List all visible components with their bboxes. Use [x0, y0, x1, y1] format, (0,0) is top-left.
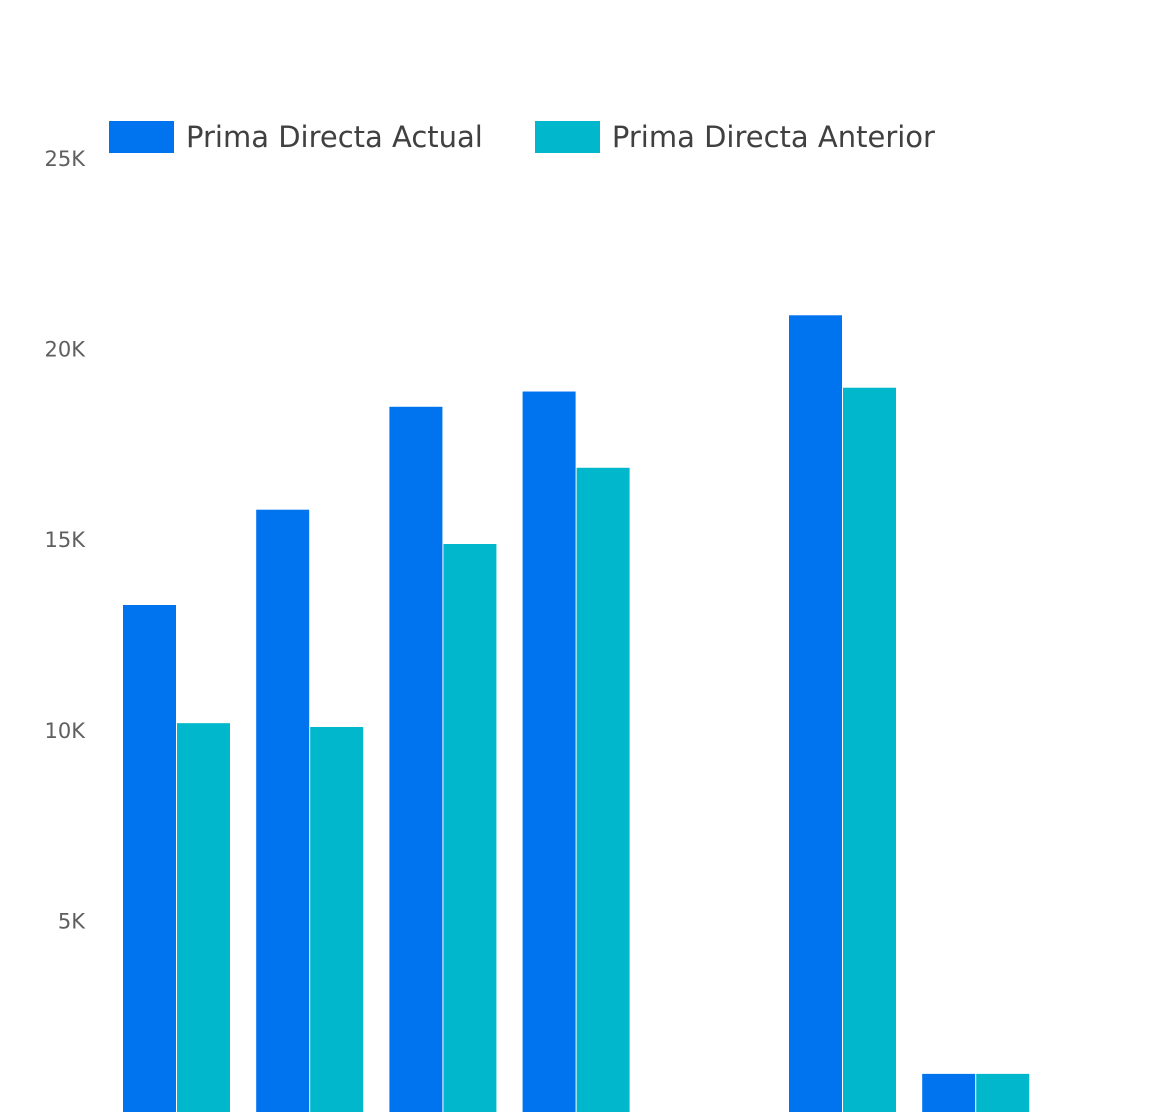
y-tick-label: 15K: [45, 528, 87, 552]
bar-series-2-category-3[interactable]: [443, 544, 497, 1112]
bar-series-2-category-6[interactable]: [843, 387, 896, 1113]
legend-label-series-1: Prima Directa Actual: [186, 120, 483, 154]
y-tick-label: 5K: [58, 909, 86, 933]
y-tick-label: 20K: [45, 338, 87, 362]
bar-series-1-category-7[interactable]: [922, 1073, 976, 1112]
y-axis: 5K 10K 15K 20K 25K: [45, 147, 87, 933]
legend-swatch-series-1: [109, 121, 174, 153]
bar-series-1-category-6[interactable]: [789, 315, 842, 1112]
bar-series-1-category-4[interactable]: [522, 391, 576, 1113]
bar-series-1-category-2[interactable]: [256, 509, 310, 1113]
y-tick-label: 25K: [45, 147, 87, 171]
chart-legend: Prima Directa Actual Prima Directa Anter…: [109, 118, 987, 156]
bar-series-1-category-3[interactable]: [389, 406, 443, 1112]
bar-series-2-category-1[interactable]: [177, 723, 230, 1112]
bar-series-group: [123, 315, 1030, 1113]
y-tick-label: 10K: [45, 719, 87, 743]
legend-item-series-1[interactable]: Prima Directa Actual: [109, 120, 483, 154]
legend-swatch-series-2: [534, 121, 600, 153]
legend-label-series-2: Prima Directa Anterior: [611, 120, 935, 154]
bar-series-2-category-2[interactable]: [310, 726, 364, 1112]
bar-series-1-category-1[interactable]: [123, 605, 176, 1112]
bar-series-2-category-7[interactable]: [976, 1073, 1030, 1112]
legend-item-series-2[interactable]: Prima Directa Anterior: [534, 120, 935, 154]
bar-series-2-category-4[interactable]: [576, 467, 630, 1113]
